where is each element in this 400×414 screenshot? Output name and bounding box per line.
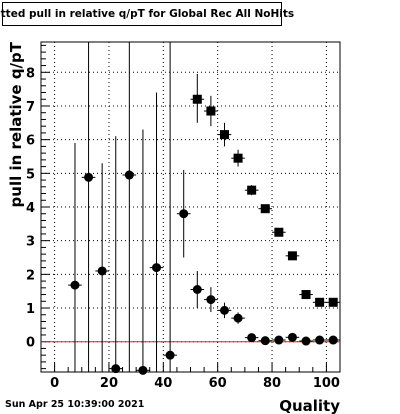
data-points	[41, 42, 340, 375]
data-point-circle	[274, 335, 284, 345]
data-point-circle	[179, 209, 189, 219]
data-point-circle	[247, 333, 257, 343]
data-point-circle	[111, 364, 121, 374]
data-point-circle	[233, 313, 243, 323]
x-tick-label: 60	[209, 376, 227, 391]
data-point-circle	[260, 336, 270, 346]
x-tick-label: 0	[50, 376, 59, 391]
data-point-square	[287, 251, 297, 261]
y-tick-label: 8	[26, 66, 35, 81]
y-tick-label: 4	[26, 201, 35, 216]
x-tick-label: 80	[263, 376, 281, 391]
data-point-square	[233, 153, 243, 163]
data-point-circle	[138, 365, 148, 375]
data-point-circle	[206, 295, 216, 305]
y-tick-label: 3	[26, 235, 35, 250]
y-tick-label: 5	[26, 167, 35, 182]
data-point-circle	[301, 336, 311, 346]
data-point-circle	[165, 350, 175, 360]
x-axis-label: Quality	[279, 397, 340, 414]
x-tick-label: 40	[154, 376, 172, 391]
chart-title: Fitted pull in relative q/pT for Global …	[0, 2, 294, 26]
y-axis-label: pull in relative q/pT	[7, 41, 25, 207]
data-point-circle	[124, 170, 134, 180]
data-point-square	[260, 204, 270, 214]
y-tick-label: 2	[26, 268, 35, 283]
x-tick-label: 100	[313, 376, 340, 391]
data-point-circle	[315, 335, 325, 345]
data-point-circle	[70, 280, 80, 290]
data-point-circle	[192, 285, 202, 294]
data-point-circle	[152, 263, 162, 273]
data-point-circle	[97, 266, 107, 276]
data-point-square	[328, 297, 338, 307]
chart-title-text: Fitted pull in relative q/pT for Global …	[0, 8, 295, 20]
y-tick-label: 1	[26, 302, 35, 317]
data-point-circle	[328, 335, 338, 345]
y-tick-label: 6	[26, 134, 35, 149]
plot-frame	[40, 41, 341, 373]
data-point-circle	[287, 332, 297, 342]
data-point-square	[192, 94, 202, 104]
data-point-square	[315, 297, 325, 307]
timestamp-footer: Sun Apr 25 10:39:00 2021	[5, 399, 145, 410]
data-point-square	[219, 130, 229, 140]
x-tick-label: 20	[100, 376, 118, 391]
data-point-square	[274, 227, 284, 237]
y-tick-label: 7	[26, 100, 35, 115]
data-point-circle	[84, 172, 94, 182]
y-tick-label: 0	[26, 336, 35, 351]
data-point-square	[301, 290, 311, 300]
data-point-square	[206, 106, 216, 116]
data-point-circle	[219, 305, 229, 315]
axes: 0 20 40 60 80 100 0 1 2 3 4 5 6 7 8	[26, 44, 341, 391]
data-point-square	[247, 185, 257, 195]
